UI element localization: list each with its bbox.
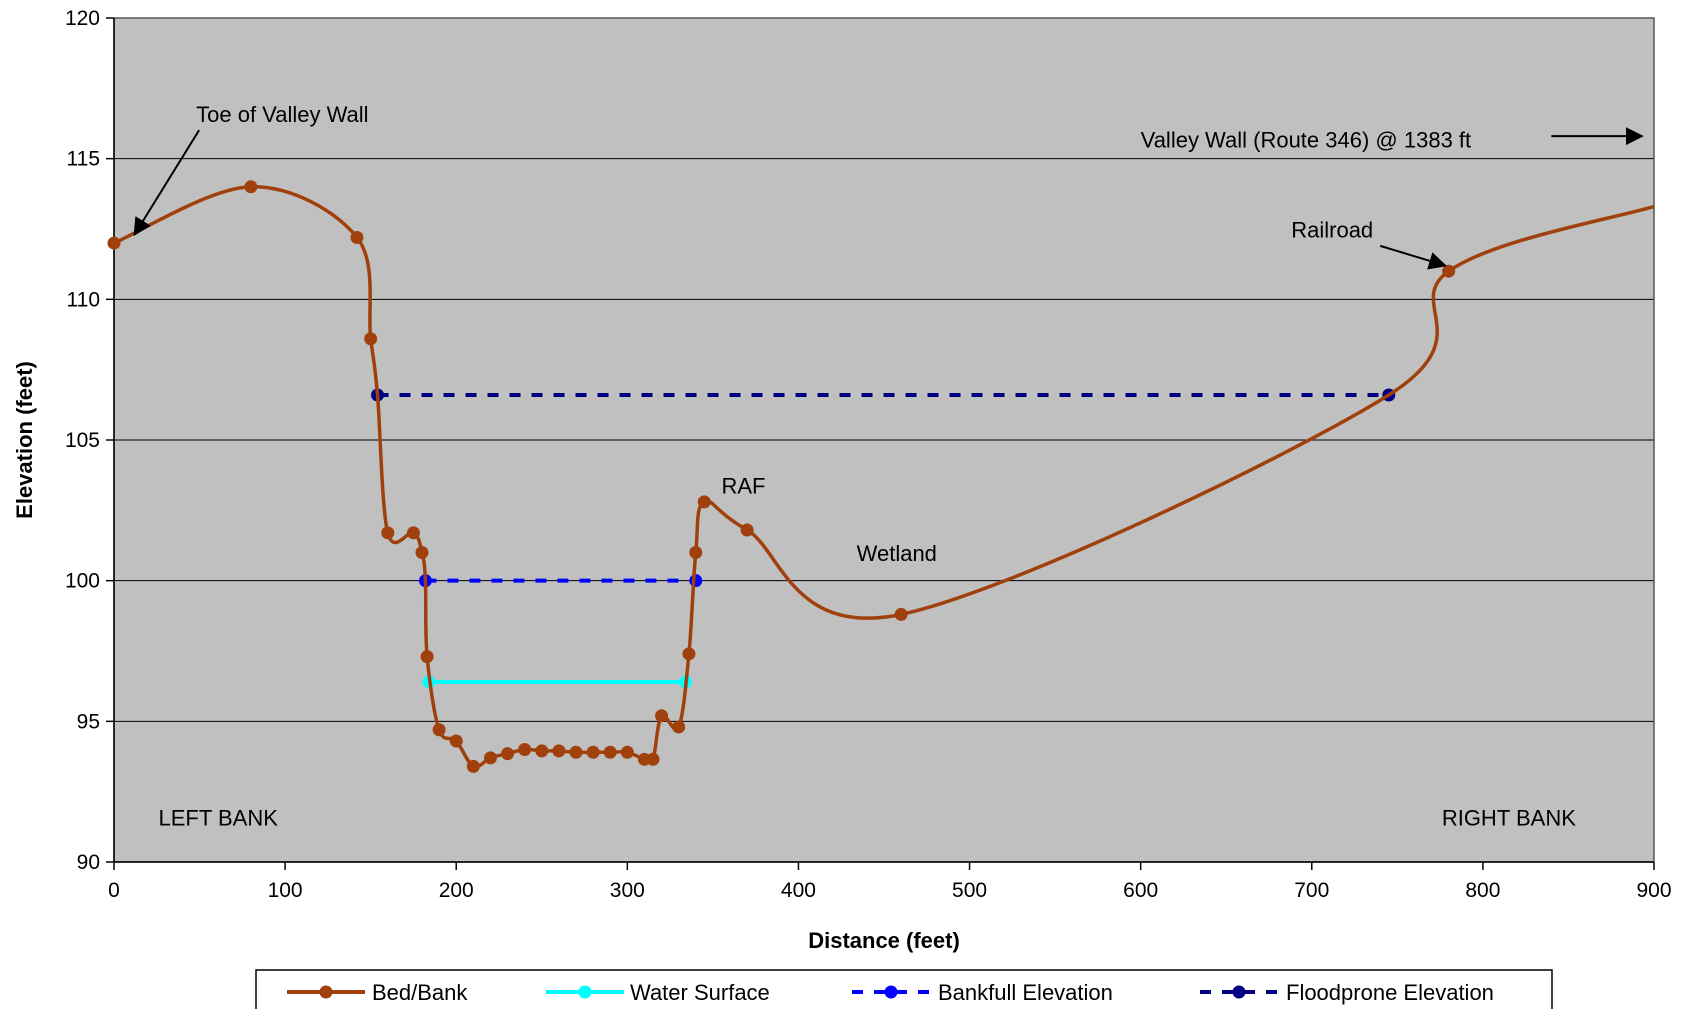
x-tick-label: 500	[952, 879, 987, 902]
legend-label: Water Surface	[630, 980, 770, 1005]
series-bed-bank-point	[569, 745, 583, 759]
series-bed-bank-point	[535, 744, 549, 758]
series-bed-bank-point	[244, 180, 258, 194]
x-tick-label: 200	[439, 879, 474, 902]
legend-label: Floodprone Elevation	[1286, 980, 1494, 1005]
axes: 90 95 100 105 110 115 120 0 100 200 300 400 500 600 70…	[65, 7, 1672, 902]
series-bed-bank-point	[672, 720, 686, 734]
x-tick-label: 300	[610, 879, 645, 902]
annotation-arrow	[133, 129, 200, 237]
y-tick-label: 95	[77, 710, 100, 733]
series-bed-bank-point	[894, 607, 908, 621]
annotation-label: RIGHT BANK	[1442, 805, 1576, 830]
annotation-label: RAF	[721, 473, 765, 498]
series-bed-bank	[107, 180, 1655, 773]
annotation-label: Railroad	[1291, 217, 1373, 242]
x-tick-label: 100	[268, 879, 303, 902]
y-tick-label: 110	[67, 288, 100, 311]
annotation-label: Valley Wall (Route 346) @ 1383 ft	[1141, 127, 1471, 152]
series-bed-bank-point	[350, 230, 364, 244]
y-tick-label: 105	[65, 429, 100, 452]
series-layer	[107, 180, 1655, 773]
series-bed-bank-point	[697, 495, 711, 509]
series-bed-bank-point	[381, 526, 395, 540]
annotation-label: Wetland	[857, 541, 937, 566]
annotation-label: Toe of Valley Wall	[196, 102, 368, 127]
x-axis-title: Distance (feet)	[808, 928, 960, 953]
series-bed-bank-point	[586, 745, 600, 759]
series-bed-bank-point	[1442, 264, 1456, 278]
series-bed-bank-point	[466, 759, 480, 773]
series-bed-bank-point	[620, 745, 634, 759]
legend-label: Bed/Bank	[372, 980, 468, 1005]
series-bed-bank-point	[432, 723, 446, 737]
series-bed-bank-point	[689, 546, 703, 560]
series-bed-bank-point	[483, 751, 497, 765]
x-tick-label: 900	[1636, 879, 1671, 902]
series-bed-bank-point	[603, 745, 617, 759]
legend-swatch-marker	[1232, 985, 1246, 999]
series-bed-bank-point	[406, 526, 420, 540]
legend-item-floodprone-elevation: Floodprone Elevation	[1200, 980, 1494, 1005]
legend-item-bankfull-elevation: Bankfull Elevation	[852, 980, 1113, 1005]
legend: Bed/Bank Water Surface Bankfull Elevation F…	[255, 969, 1553, 1009]
legend-label: Bankfull Elevation	[938, 980, 1113, 1005]
series-bed-bank-point	[655, 709, 669, 723]
series-bed-bank-point	[646, 752, 660, 766]
y-tick-label: 100	[65, 570, 100, 593]
series-bed-bank-point	[501, 747, 515, 761]
series-bed-bank-point	[107, 236, 121, 250]
y-tick-label: 90	[77, 851, 100, 874]
x-tick-label: 600	[1123, 879, 1158, 902]
series-bed-bank-point	[552, 744, 566, 758]
series-bed-bank-point	[364, 332, 378, 346]
y-tick-label: 120	[65, 7, 100, 30]
legend-swatch-marker	[578, 985, 592, 999]
series-bed-bank-point	[740, 523, 754, 537]
legend-box	[255, 969, 1553, 1009]
x-tick-label: 800	[1465, 879, 1500, 902]
series-bed-bank-point	[415, 546, 429, 560]
x-tick-label: 400	[781, 879, 816, 902]
legend-item-water-surface: Water Surface	[546, 980, 770, 1005]
x-tick-label: 700	[1294, 879, 1329, 902]
series-bed-bank-point	[518, 742, 532, 756]
annotation-label: LEFT BANK	[158, 805, 278, 830]
legend-swatch-marker	[319, 985, 333, 999]
series-bed-bank-point	[420, 650, 434, 664]
series-bed-bank-point	[682, 647, 696, 661]
annotation-arrow	[1379, 244, 1447, 270]
x-tick-label: 0	[108, 879, 120, 902]
series-bankfull-elevation-point	[689, 574, 703, 588]
y-axis-title: Elevation (feet)	[12, 361, 37, 519]
y-tick-label: 115	[67, 148, 100, 171]
series-bed-bank-point	[449, 734, 463, 748]
annotations: Toe of Valley Wall Valley Wall (Route 346…	[133, 102, 1644, 830]
legend-item-bed-bank: Bed/Bank	[287, 980, 468, 1005]
legend-swatch-marker	[884, 985, 898, 999]
